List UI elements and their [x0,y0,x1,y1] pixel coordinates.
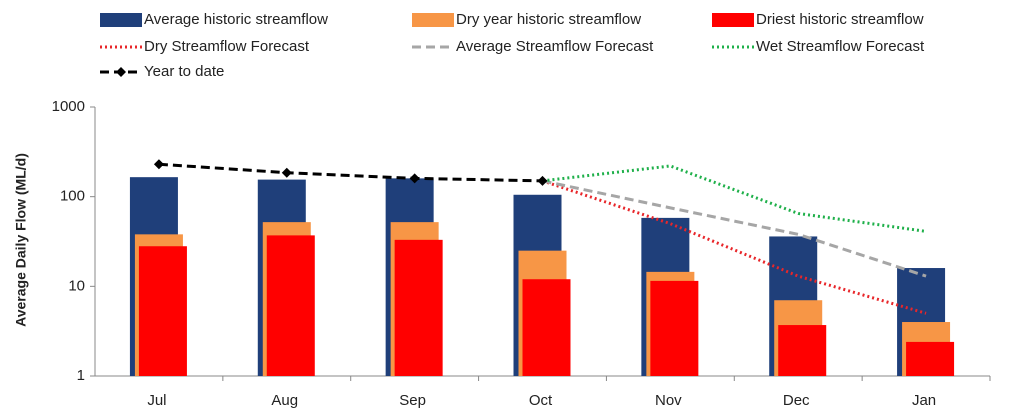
x-tick-label: Jan [912,392,936,409]
legend-label: Average Streamflow Forecast [456,38,654,55]
bar [138,246,187,376]
y-axis-label: Average Daily Flow (ML/d) [13,153,29,327]
marker [409,173,420,184]
x-tick-label: Nov [655,392,682,409]
legend-label: Year to date [144,63,224,80]
bar [266,235,315,376]
y-tick-label: 10 [68,277,85,294]
x-tick-label: Aug [271,392,298,409]
legend-label: Driest historic streamflow [756,11,924,28]
y-tick-label: 100 [60,188,85,205]
x-tick-label: Dec [783,392,810,409]
line [542,164,927,233]
x-tick-label: Jul [147,392,166,409]
marker [537,175,548,186]
bar [650,280,699,376]
bar [778,325,827,376]
y-tick-label: 1 [77,367,85,384]
line [542,179,927,278]
marker [153,159,164,170]
legend-swatch [100,13,142,27]
legend-label: Dry Streamflow Forecast [144,38,310,55]
line [158,162,543,183]
legend-label: Wet Streamflow Forecast [756,38,925,55]
legend-label: Average historic streamflow [144,11,328,28]
x-tick-label: Oct [529,392,553,409]
bar [522,279,571,376]
legend-swatch [412,13,454,27]
bar [394,239,443,376]
legend-marker [116,67,126,77]
legend-swatch [712,13,754,27]
bar [906,341,955,376]
legend-label: Dry year historic streamflow [456,11,641,28]
x-tick-label: Sep [399,392,426,409]
marker [281,167,292,178]
y-tick-label: 1000 [52,98,85,115]
